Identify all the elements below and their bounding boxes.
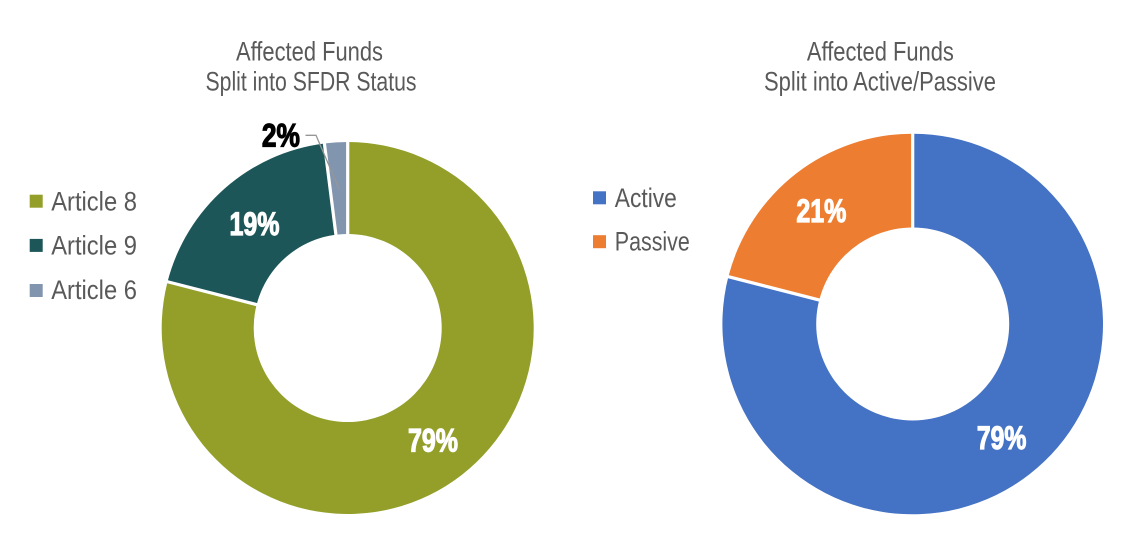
svg-text:79%: 79% — [408, 423, 458, 459]
svg-text:2%: 2% — [262, 117, 300, 153]
svg-text:79%: 79% — [977, 420, 1027, 456]
svg-text:Affected Funds: Affected Funds — [807, 37, 954, 67]
svg-text:Article 9: Article 9 — [51, 231, 137, 261]
svg-text:19%: 19% — [230, 206, 280, 242]
svg-text:Affected Funds: Affected Funds — [236, 37, 383, 67]
svg-text:Article 6: Article 6 — [51, 275, 137, 305]
svg-text:Split into Active/Passive: Split into Active/Passive — [764, 66, 996, 96]
svg-text:Passive: Passive — [615, 227, 690, 257]
svg-text:Active: Active — [615, 183, 677, 213]
svg-text:Article 8: Article 8 — [51, 187, 137, 217]
svg-text:21%: 21% — [796, 193, 846, 229]
svg-text:Split into SFDR Status: Split into SFDR Status — [206, 67, 417, 97]
